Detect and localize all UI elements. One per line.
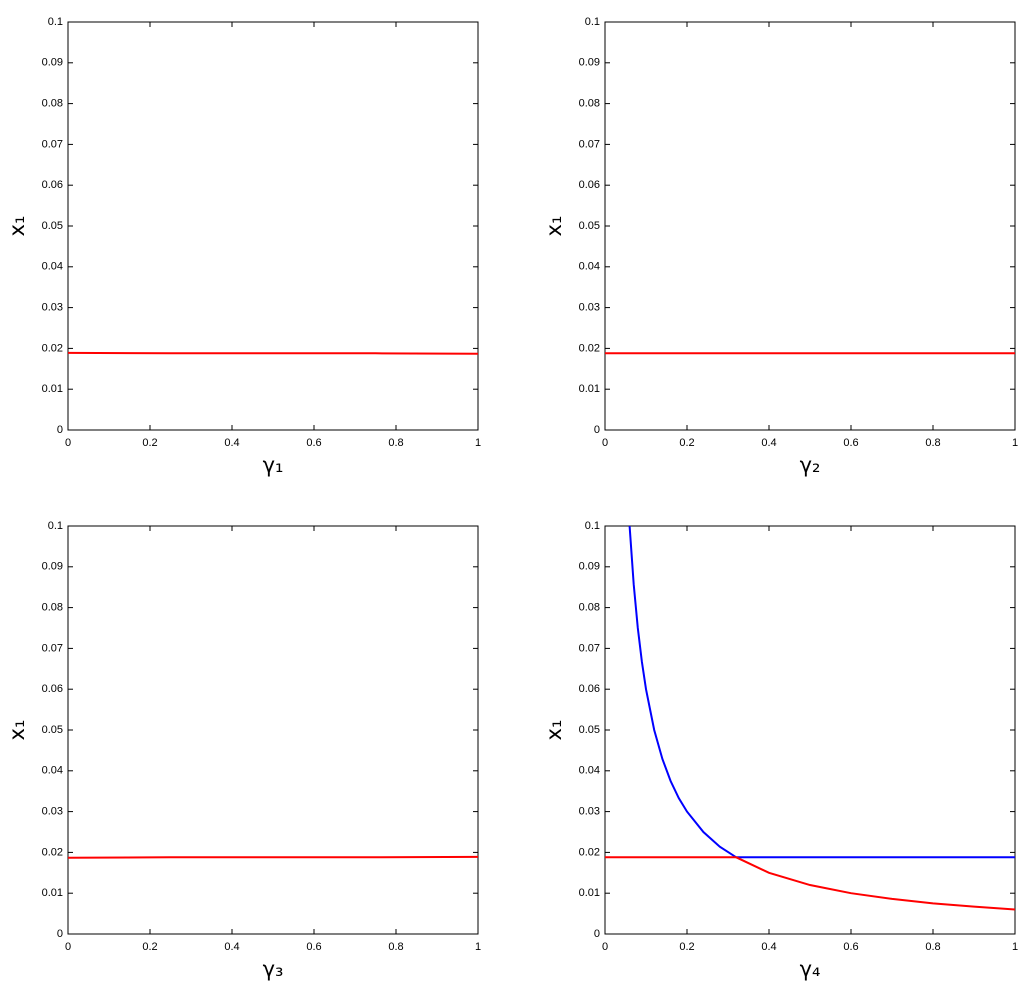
y-tick-label: 0.1 [48,16,63,28]
x-tick-label: 0.6 [843,437,858,449]
y-tick-label: 0.07 [42,138,63,150]
x-tick-label: 0.2 [142,941,157,953]
y-tick-label: 0.06 [42,683,63,695]
y-tick-label: 0.05 [42,724,63,736]
x-tick-label: 0 [602,437,608,449]
y-tick-label: 0.01 [42,383,63,395]
y-tick-label: 0.04 [42,765,63,777]
y-tick-label: 0 [594,424,600,436]
y-tick-label: 0.1 [48,520,63,532]
x-tick-label: 0.8 [925,437,940,449]
y-tick-label: 0.02 [579,846,600,858]
x-axis-label: γ₃ [263,957,284,981]
y-tick-label: 0.1 [585,520,600,532]
x-tick-label: 0.4 [761,437,776,449]
y-tick-label: 0 [57,928,63,940]
y-axis-label: x₁ [5,216,29,237]
y-tick-label: 0 [594,928,600,940]
y-tick-label: 0 [57,424,63,436]
x-tick-label: 1 [475,941,481,953]
y-tick-label: 0.06 [579,179,600,191]
series-line [605,856,1015,911]
x-tick-label: 0.2 [679,437,694,449]
x-tick-label: 1 [1012,941,1018,953]
x-axis-label: γ₄ [800,957,821,981]
series-line [628,526,1015,859]
y-tick-label: 0.05 [42,220,63,232]
y-tick-label: 0.04 [579,765,600,777]
x-tick-label: 1 [1012,437,1018,449]
y-tick-label: 0.07 [579,138,600,150]
y-tick-label: 0.09 [42,561,63,573]
y-tick-label: 0.01 [579,383,600,395]
x-tick-label: 0.6 [843,941,858,953]
y-tick-label: 0.05 [579,724,600,736]
y-tick-label: 0.07 [579,642,600,654]
y-tick-label: 0.08 [579,98,600,110]
y-tick-label: 0.02 [42,342,63,354]
y-tick-label: 0.1 [585,16,600,28]
y-tick-label: 0.08 [579,602,600,614]
y-tick-label: 0.07 [42,642,63,654]
subplot: 0 0.01 0.02 0.03 0.04 0.05 0.06 0.07 0.08 0.09 0.1… [542,520,1018,981]
subplot: 0 0.01 0.02 0.03 0.04 0.05 0.06 0.07 0.08 0.09 0.1… [5,520,481,981]
y-tick-label: 0.06 [579,683,600,695]
y-tick-label: 0.04 [42,261,63,273]
y-tick-label: 0.03 [42,302,63,314]
x-tick-label: 0.4 [224,941,239,953]
x-tick-label: 1 [475,437,481,449]
y-tick-label: 0.08 [42,602,63,614]
y-tick-label: 0.02 [579,342,600,354]
x-tick-label: 0.8 [388,941,403,953]
x-tick-label: 0.2 [679,941,694,953]
y-axis-label: x₁ [542,216,566,237]
y-tick-label: 0.08 [42,98,63,110]
y-tick-label: 0.05 [579,220,600,232]
x-tick-label: 0.4 [761,941,776,953]
x-tick-label: 0 [65,941,71,953]
x-tick-label: 0 [65,437,71,449]
y-tick-label: 0.03 [579,806,600,818]
x-tick-label: 0.6 [306,437,321,449]
y-axis-label: x₁ [5,720,29,741]
axes-box [604,525,1016,935]
y-tick-label: 0.01 [42,887,63,899]
y-tick-label: 0.09 [42,57,63,69]
x-axis-label: γ₂ [800,453,821,477]
y-tick-label: 0.02 [42,846,63,858]
subplot: 0 0.01 0.02 0.03 0.04 0.05 0.06 0.07 0.08 0.09 0.1… [542,16,1018,477]
y-tick-label: 0.06 [42,179,63,191]
x-axis-label: γ₁ [263,453,284,477]
y-tick-label: 0.09 [579,561,600,573]
series-line [68,855,478,859]
x-tick-label: 0.4 [224,437,239,449]
axes-box [604,21,1016,431]
series-line [68,351,478,355]
y-tick-label: 0.04 [579,261,600,273]
y-tick-label: 0.03 [42,806,63,818]
x-tick-label: 0.6 [306,941,321,953]
x-tick-label: 0.8 [388,437,403,449]
y-tick-label: 0.03 [579,302,600,314]
x-tick-label: 0 [602,941,608,953]
y-tick-label: 0.01 [579,887,600,899]
y-tick-label: 0.09 [579,57,600,69]
axes-box [67,525,479,935]
y-axis-label: x₁ [542,720,566,741]
axes-box [67,21,479,431]
subplot: 0 0.01 0.02 0.03 0.04 0.05 0.06 0.07 0.08 0.09 0.1… [5,16,481,477]
x-tick-label: 0.8 [925,941,940,953]
x-tick-label: 0.2 [142,437,157,449]
